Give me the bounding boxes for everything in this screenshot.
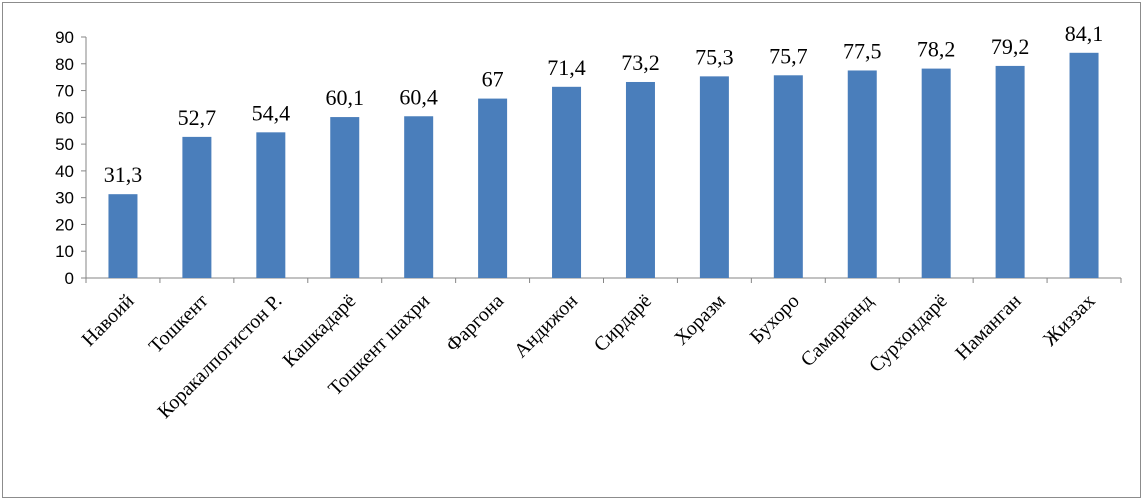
x-tick-label: Хоразм [670, 290, 730, 350]
bar [1069, 52, 1099, 278]
bar [330, 117, 360, 278]
data-label: 75,7 [769, 43, 808, 68]
y-tick-label: 20 [55, 215, 74, 234]
data-label: 67 [482, 67, 504, 92]
bar [625, 81, 655, 278]
x-tick-label: Тошкент [145, 290, 213, 358]
data-label: 78,2 [917, 37, 956, 62]
data-label: 31,3 [104, 162, 143, 187]
y-tick-label: 70 [55, 82, 74, 101]
x-tick-label: Бухоро [746, 290, 804, 348]
bar [404, 116, 434, 278]
data-label: 60,1 [326, 85, 365, 110]
y-tick-label: 10 [55, 242, 74, 261]
y-tick-label: 80 [55, 55, 74, 74]
bar [995, 65, 1025, 278]
bar [552, 86, 582, 278]
bars [108, 52, 1099, 278]
data-label: 52,7 [178, 105, 217, 130]
data-label: 77,5 [843, 38, 882, 63]
bar [256, 132, 286, 278]
bar [478, 98, 508, 278]
axes: 0 10 20 30 40 50 60 70 80 90 [55, 28, 1122, 288]
bar [773, 75, 803, 278]
x-tick-label: Сурхондарё [865, 290, 952, 377]
data-label: 73,2 [621, 50, 660, 75]
data-labels: 31,3 52,7 54,4 60,1 60,4 67 71,4 73,2 75,3 75,7 77… [104, 21, 1104, 187]
y-tick-label: 50 [55, 135, 74, 154]
bar [108, 194, 138, 278]
bar [182, 136, 212, 278]
y-tick-label: 60 [55, 108, 74, 127]
y-tick-label: 30 [55, 189, 74, 208]
x-tick-label: Сирдарё [590, 290, 656, 356]
data-label: 60,4 [399, 84, 438, 109]
data-label: 84,1 [1065, 21, 1104, 46]
data-label: 75,3 [695, 44, 734, 69]
bar [699, 76, 729, 278]
data-label: 79,2 [991, 34, 1030, 59]
y-tick-label: 40 [55, 162, 74, 181]
data-label: 71,4 [547, 55, 586, 80]
x-tick-label: Фаргона [442, 290, 509, 357]
data-label: 54,4 [252, 100, 291, 125]
bar [921, 68, 951, 278]
x-tick-label: Коракалпогистон Р. [153, 290, 286, 423]
bar [847, 70, 877, 278]
x-tick-label: Андижон [510, 290, 582, 362]
y-tick-label: 0 [65, 269, 74, 288]
y-tick-label: 90 [55, 28, 74, 47]
x-tick-label: Жиззах [1039, 290, 1099, 350]
x-tick-label: Навоий [78, 290, 139, 351]
x-tick-label: Наманган [951, 290, 1026, 365]
x-tick-label: Самарканд [797, 290, 878, 371]
